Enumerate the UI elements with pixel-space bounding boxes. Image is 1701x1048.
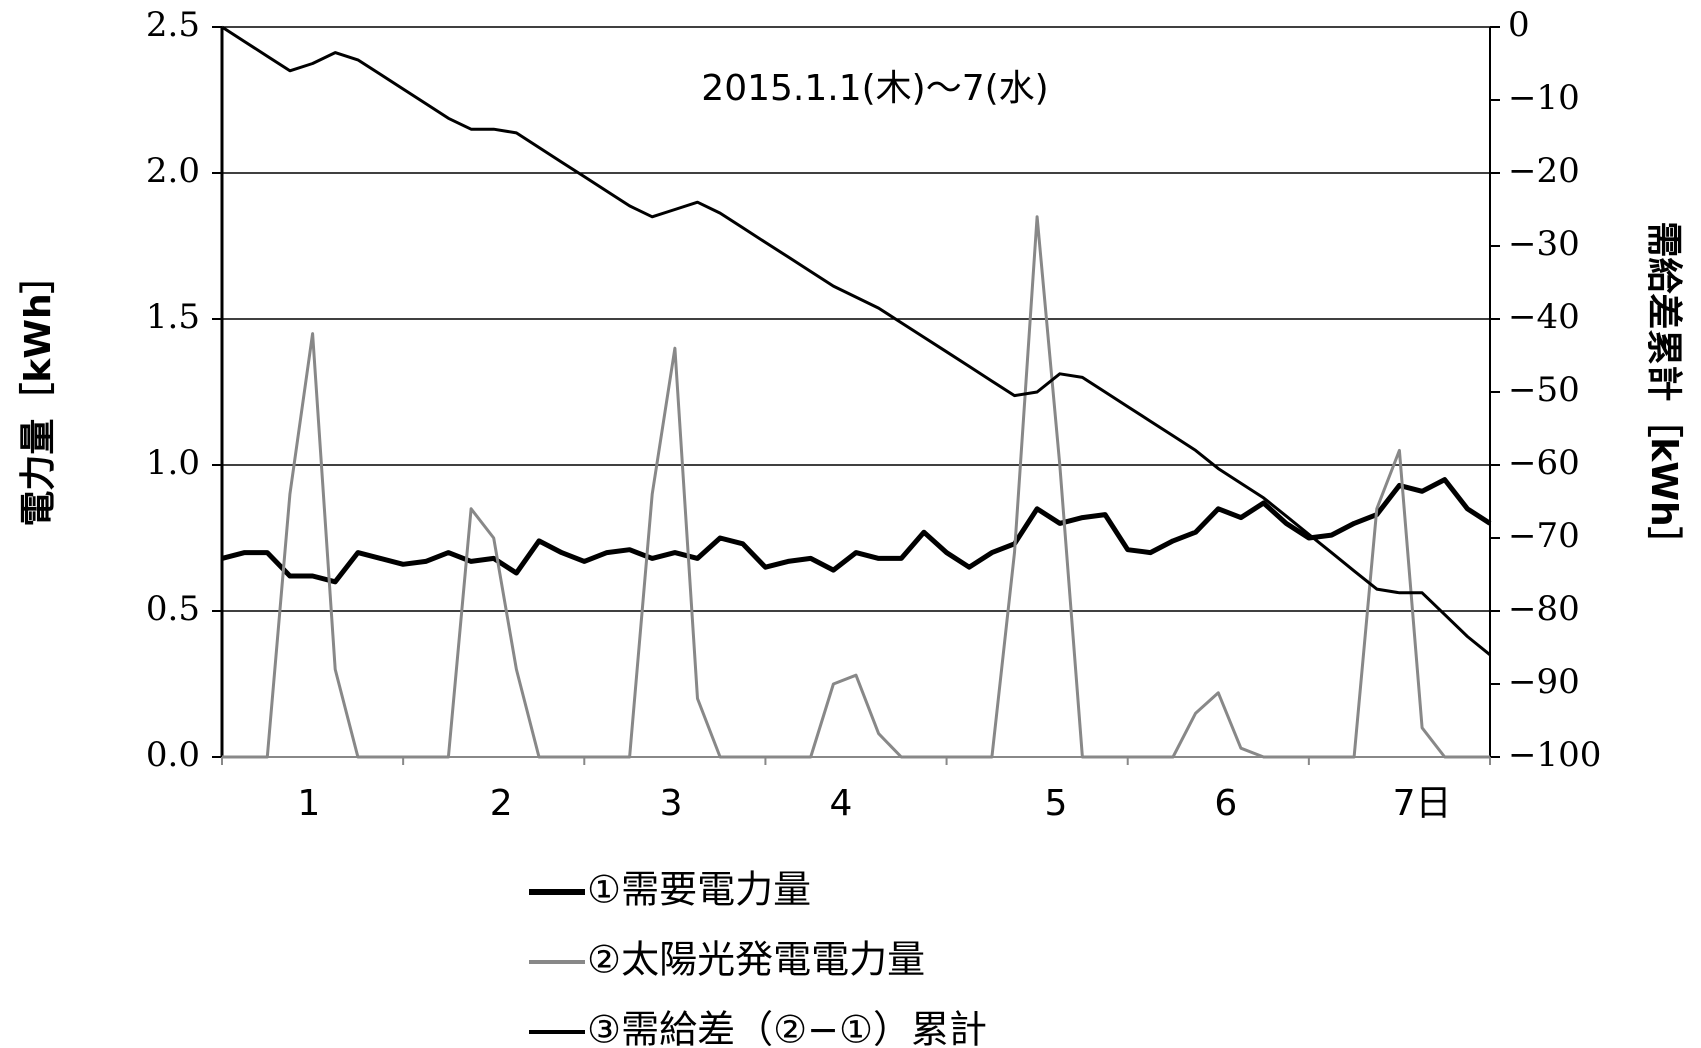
y2-axis-label: 需給差累計［kWh］ [1643, 221, 1684, 562]
x-tick-label: 2 [490, 783, 513, 824]
y2-tick-label: −100 [1508, 735, 1601, 775]
y2-tick-label: −90 [1508, 662, 1580, 702]
annotation: 2015.1.1(木)～7(水) [701, 68, 1048, 109]
y-tick-label: 1.0 [146, 443, 200, 483]
y2-tick-label: −30 [1508, 224, 1580, 264]
x-tick-label: 3 [660, 783, 683, 824]
x-tick-label: 7日 [1393, 783, 1452, 824]
y2-tick-label: −10 [1508, 78, 1580, 118]
y-tick-label: 1.5 [146, 297, 200, 337]
x-tick-label: 1 [297, 783, 320, 824]
y2-tick-label: −20 [1508, 151, 1580, 191]
y2-tick-label: −60 [1508, 443, 1580, 483]
x-tick-label: 4 [829, 783, 852, 824]
series-line [221, 477, 1492, 585]
y2-tick-label: −70 [1508, 516, 1580, 556]
y2-tick-label: −50 [1508, 370, 1580, 410]
y-tick-label: 2.0 [146, 151, 200, 191]
y2-tick-label: −80 [1508, 589, 1580, 629]
y2-tick-label: 0 [1508, 5, 1530, 45]
series-line [221, 25, 1491, 656]
x-tick-label: 6 [1214, 783, 1237, 824]
y-tick-label: 2.5 [146, 5, 200, 45]
y2-tick-label: −40 [1508, 297, 1580, 337]
series-line [222, 215, 1490, 759]
y-axis-label: 電力量［kWh］ [18, 257, 59, 526]
legend-label: ①需要電力量 [587, 868, 811, 912]
legend-label: ③需給差（②−①）累計 [587, 1008, 987, 1048]
y-tick-label: 0.0 [146, 735, 200, 775]
legend-label: ②太陽光発電電力量 [587, 938, 925, 982]
x-tick-label: 5 [1045, 783, 1068, 824]
y-tick-label: 0.5 [146, 589, 200, 629]
